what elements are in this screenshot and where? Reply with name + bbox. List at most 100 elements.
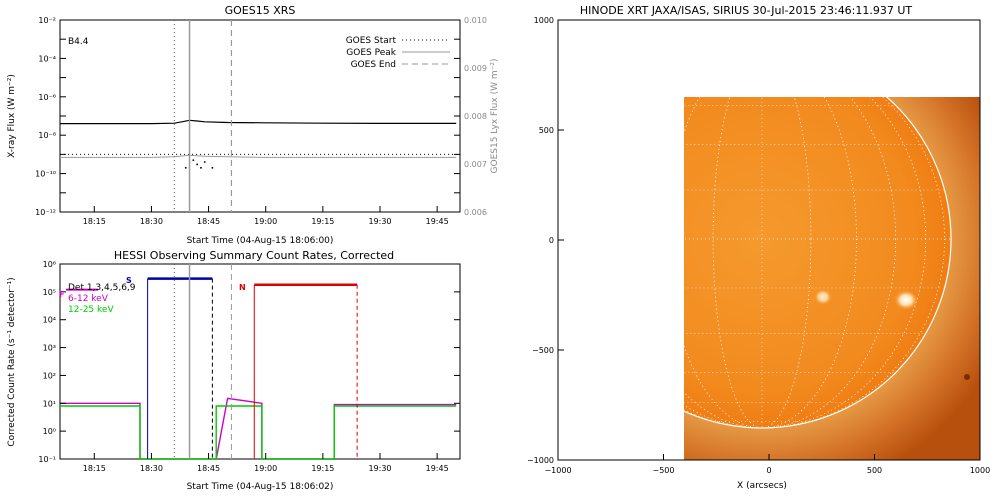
hessi-series-line-6-12 keV	[60, 397, 457, 460]
goes-scatter-point	[184, 166, 187, 169]
longitude-line	[712, 97, 812, 428]
goes-y-tick-label: 10⁻¹⁰	[35, 170, 56, 179]
hessi-x-tick-label: 18:30	[140, 464, 163, 473]
goes-y-tick-label: 10⁻⁸	[38, 131, 56, 140]
xrt-x-ticks: −1000 −500 0 500 1000	[544, 454, 990, 475]
xrt-title: HINODE XRT JAXA/ISAS, SIRIUS 30-Jul-2015…	[580, 4, 913, 17]
goes-x-tick-label: 19:45	[426, 217, 449, 226]
xrt-x-tick-label: 1000	[970, 466, 990, 475]
hessi-plot-frame	[59, 263, 461, 460]
flare-label-f: F	[59, 290, 64, 299]
goes-scatter-point	[200, 166, 202, 169]
goes-scatter-point	[196, 163, 199, 166]
goes-title: GOES15 XRS	[225, 4, 296, 17]
goes-y2-ticks: 0.006 0.007 0.008 0.009 0.010	[464, 16, 487, 217]
hessi-title: HESSI Observing Summary Count Rates, Cor…	[114, 249, 394, 262]
goes-y-tick-label: 10⁻²	[38, 16, 56, 25]
goes-y2-axis-label: GOES15 Lyx Flux (W m⁻²)	[490, 59, 500, 174]
goes-x-tick-label: 18:45	[197, 217, 220, 226]
hessi-y-tick-label: 10⁵	[43, 288, 56, 297]
legend-detectors: Det 1,3,4,5,6,9	[68, 283, 136, 293]
goes-series-line-short	[60, 154, 457, 158]
hessi-panel: HESSI Observing Summary Count Rates, Cor…	[7, 249, 461, 492]
goes-y-tick-label: 10⁻⁴	[38, 54, 56, 63]
goes-x-axis-label: Start Time (04-Aug-15 18:06:00)	[187, 236, 334, 246]
hessi-x-tick-label: 18:45	[197, 464, 220, 473]
goes-y2-tick-label: 0.009	[464, 64, 487, 73]
legend-goes-peak: GOES Peak	[346, 48, 396, 58]
legend-goes-end: GOES End	[351, 60, 396, 70]
offlimb-spot	[964, 374, 970, 380]
goes-x-tick-label: 19:30	[368, 217, 391, 226]
attenuator-label-s: S	[126, 276, 132, 285]
sun-disk	[684, 97, 951, 428]
goes-scatter-point	[192, 159, 195, 162]
goes-annotation: B4.4	[68, 37, 89, 47]
goes-plot-frame	[59, 19, 461, 213]
hessi-x-axis-label: Start Time (04-Aug-15 18:06:02)	[187, 482, 334, 492]
goes-scatter-point	[211, 166, 214, 169]
hessi-y-tick-label: 10⁶	[43, 260, 56, 269]
hessi-y-tick-label: 10⁰	[43, 427, 56, 436]
hessi-x-tick-label: 19:15	[311, 464, 334, 473]
goes-series-line-long	[60, 119, 457, 125]
xrt-y-tick-label: 500	[539, 126, 554, 135]
goes-x-ticks: 18:15 18:30 18:45 19:00 19:15 19:30 19:45	[83, 206, 449, 226]
hessi-y-tick-label: 10³	[43, 344, 56, 353]
longitude-line	[684, 97, 927, 428]
xrt-x-tick-label: 500	[867, 466, 882, 475]
hessi-x-ticks: 18:15 18:30 18:45 19:00 19:15 19:30 19:45	[83, 453, 449, 473]
active-region-faint	[814, 289, 832, 305]
xrt-y-ticks: −1000 −500 0 500 1000	[527, 16, 564, 465]
hessi-x-tick-label: 18:15	[83, 464, 106, 473]
night-label-n: N	[239, 283, 246, 292]
hessi-marks	[60, 264, 457, 460]
legend-12-25-kev: 12-25 keV	[68, 305, 114, 315]
hessi-x-tick-label: 19:30	[368, 464, 391, 473]
hessi-y-tick-label: 10²	[43, 371, 56, 380]
goes-x-tick-label: 19:00	[254, 217, 277, 226]
xrt-y-tick-label: −1000	[527, 456, 554, 465]
goes-y2-tick-label: 0.007	[464, 160, 487, 169]
xrt-x-tick-label: −1000	[544, 466, 571, 475]
longitude-line	[684, 97, 945, 428]
hessi-y-tick-label: 10¹	[43, 399, 56, 408]
xrt-y-tick-label: 1000	[534, 16, 554, 25]
goes-x-tick-label: 19:15	[311, 217, 334, 226]
hessi-legend: Det 1,3,4,5,6,9 6-12 keV 12-25 keV	[68, 283, 136, 315]
goes-y-axis-label: X-ray Flux (W m⁻²)	[7, 74, 17, 158]
goes-x-tick-label: 18:15	[83, 217, 106, 226]
goes-x-tick-label: 18:30	[140, 217, 163, 226]
solar-limb	[684, 97, 952, 429]
legend-6-12-kev: 6-12 keV	[68, 294, 109, 304]
longitude-line	[684, 97, 857, 428]
goes-scatter-point	[203, 161, 206, 163]
hessi-y-axis-label: Corrected Count Rate (s⁻¹ detector⁻¹)	[7, 277, 17, 446]
active-region-bright	[894, 290, 918, 310]
xrt-y-tick-label: 0	[549, 236, 554, 245]
goes-y2-tick-label: 0.008	[464, 112, 487, 121]
goes-legend: GOES Start GOES Peak GOES End	[346, 36, 450, 70]
goes-y-tick-label: 10⁻⁶	[38, 93, 56, 102]
hessi-y-tick-label: 10⁻¹	[38, 455, 56, 464]
hessi-series-line-12-25 keV	[60, 405, 457, 460]
xrt-panel: HINODE XRT JAXA/ISAS, SIRIUS 30-Jul-2015…	[527, 4, 990, 491]
goes-y-tick-label: 10⁻¹²	[35, 208, 56, 217]
goes-xrs-panel: GOES15 XRS 10⁻¹² 10⁻¹⁰ 10⁻⁸ 10⁻⁶ 10⁻⁴ 10⁻² 0.…	[7, 4, 500, 246]
longitude-line	[684, 97, 896, 428]
hessi-y-ticks: 10⁻¹ 10⁰ 10¹ 10² 10³ 10⁴ 10⁵ 10⁶	[38, 260, 460, 464]
legend-goes-start: GOES Start	[346, 36, 397, 46]
goes-y-ticks: 10⁻¹² 10⁻¹⁰ 10⁻⁸ 10⁻⁶ 10⁻⁴ 10⁻²	[35, 16, 460, 217]
hessi-y-tick-label: 10⁴	[43, 316, 56, 325]
xrt-y-tick-label: −500	[532, 346, 554, 355]
goes-y2-tick-label: 0.010	[464, 16, 487, 25]
goes-marks	[60, 20, 460, 212]
heliographic-grid	[684, 97, 951, 428]
goes-y2-tick-label: 0.006	[464, 208, 487, 217]
xrt-x-tick-label: −500	[653, 466, 675, 475]
xrt-x-axis-label: X (arcsecs)	[737, 481, 787, 491]
hessi-x-tick-label: 19:45	[426, 464, 449, 473]
xrt-x-tick-label: 0	[766, 466, 771, 475]
xrt-image	[684, 97, 980, 460]
